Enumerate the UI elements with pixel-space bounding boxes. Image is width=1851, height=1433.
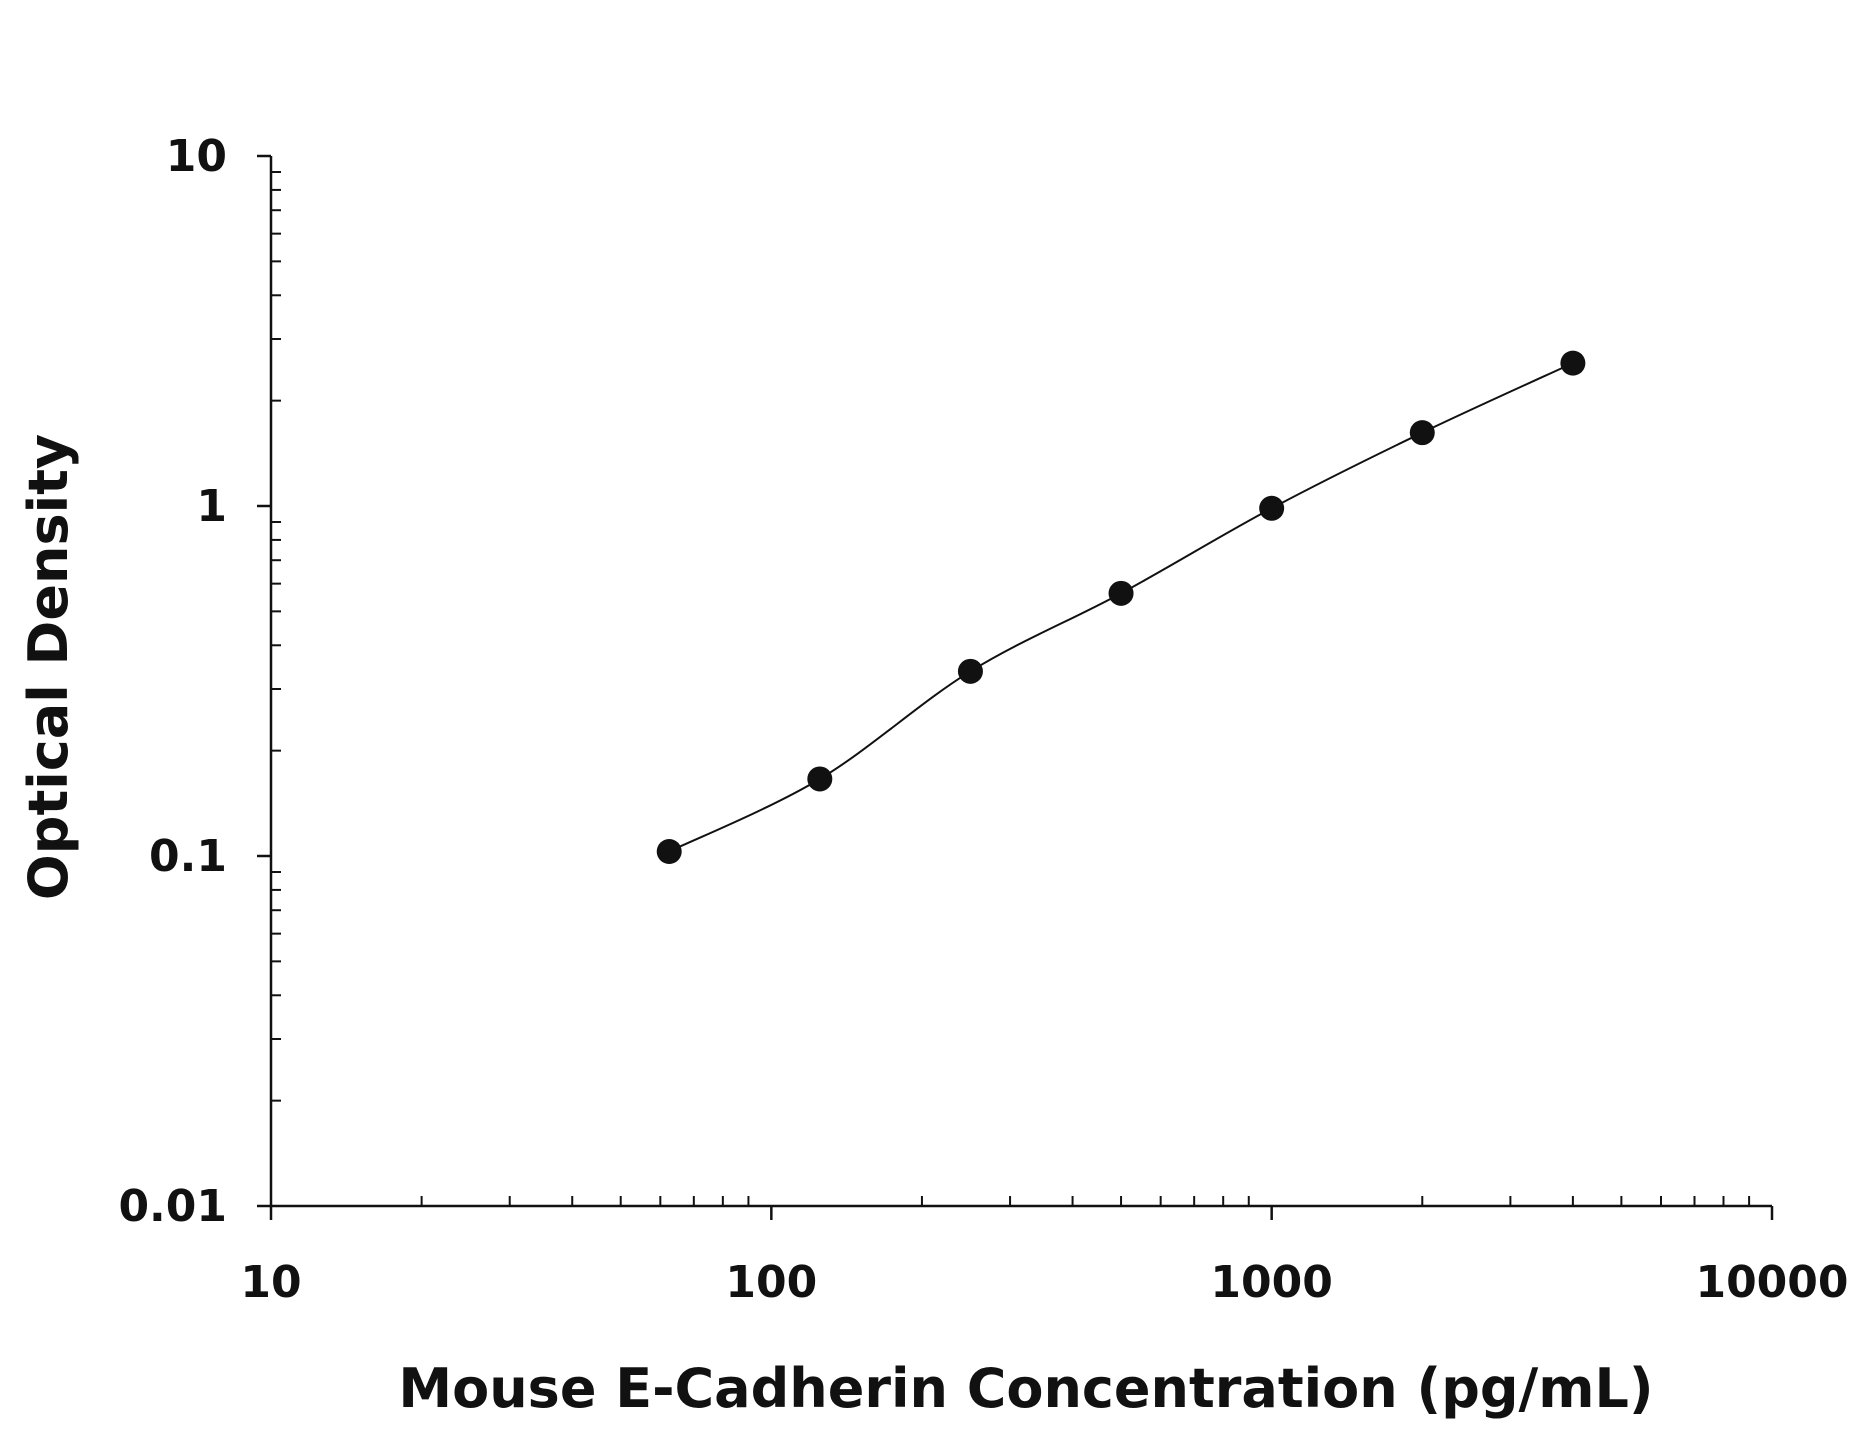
data-point	[957, 658, 983, 684]
x-tick-label: 10000	[1695, 1257, 1848, 1308]
y-axis-tick-labels: 0.01 0.1 1 10	[118, 131, 227, 1232]
x-axis-ticks	[269, 1196, 1774, 1220]
data-point	[807, 766, 833, 792]
x-axis-tick-labels: 10 100 1000 10000	[240, 1257, 1848, 1308]
data-point	[1259, 495, 1285, 521]
x-axis-title: Mouse E-Cadherin Concentration (pg/mL)	[398, 1357, 1653, 1420]
y-tick-label: 0.01	[118, 1181, 227, 1232]
y-tick-label: 10	[166, 131, 227, 182]
x-tick-label: 10	[240, 1257, 301, 1308]
fit-curve	[668, 362, 1574, 853]
y-axis-ticks	[257, 154, 281, 1208]
data-points	[656, 350, 1586, 865]
data-point	[656, 839, 682, 865]
y-axis-title: Optical Density	[17, 434, 80, 900]
data-point	[1108, 580, 1134, 606]
y-tick-label: 0.1	[149, 831, 227, 882]
y-tick-label: 1	[196, 481, 227, 532]
data-point	[1409, 420, 1435, 446]
data-point	[1560, 350, 1586, 376]
axes	[269, 156, 1772, 1208]
x-tick-label: 100	[725, 1257, 817, 1308]
x-tick-label: 1000	[1210, 1257, 1332, 1308]
